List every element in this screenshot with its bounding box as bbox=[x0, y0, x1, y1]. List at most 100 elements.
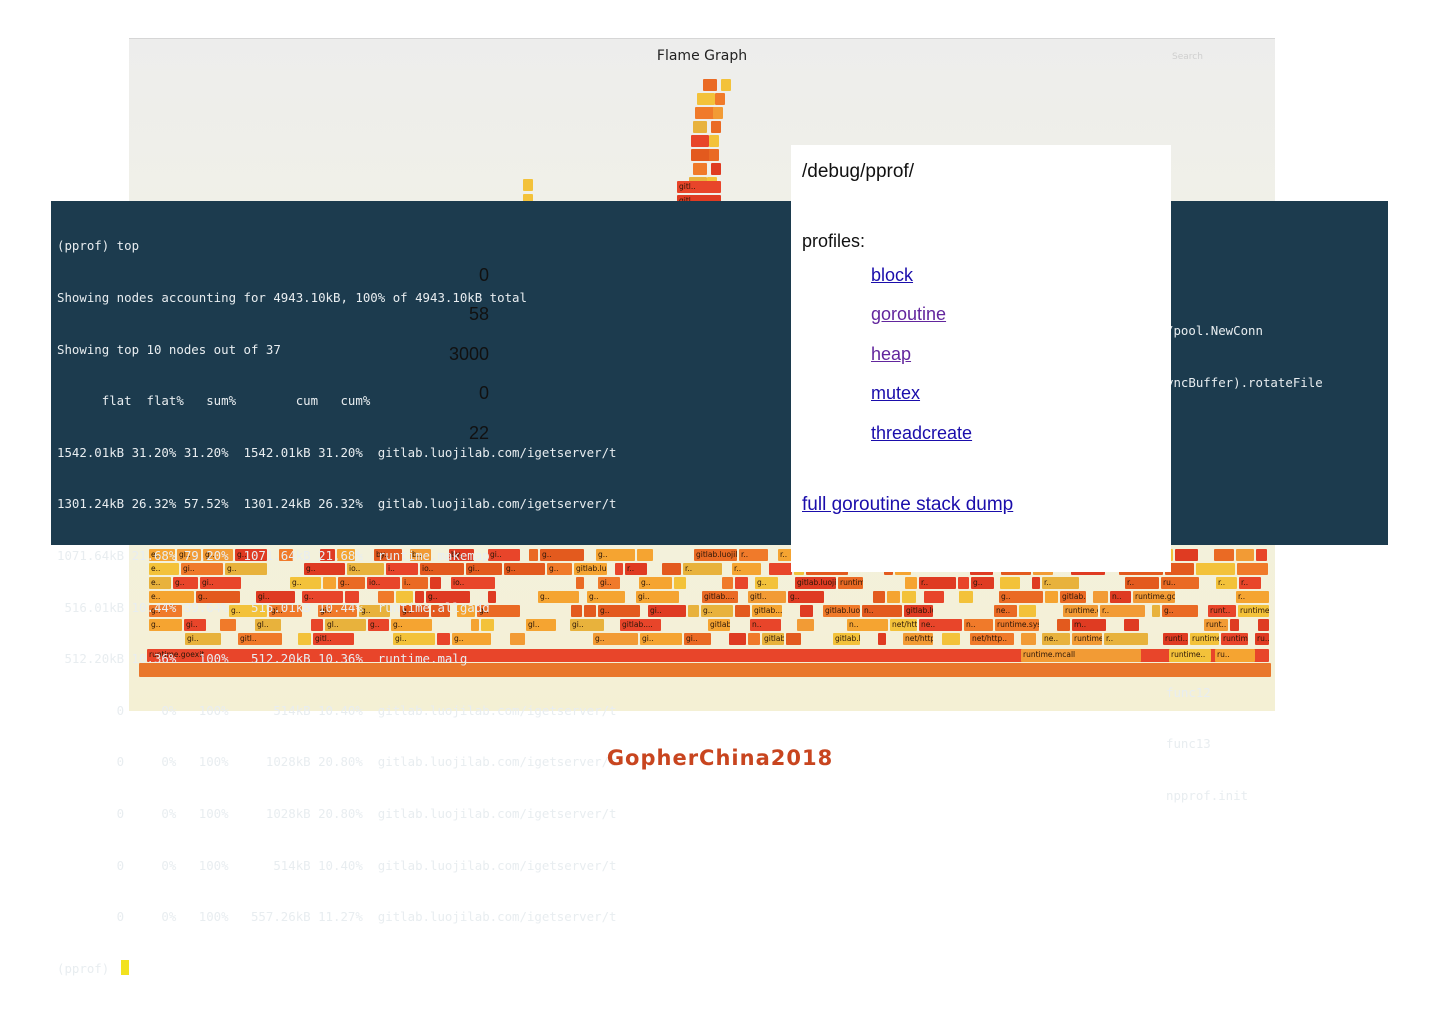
flame-frame[interactable] bbox=[797, 619, 814, 631]
flame-frame[interactable]: r.. bbox=[1042, 577, 1079, 589]
flame-frame[interactable]: g.. bbox=[587, 591, 625, 603]
flame-frame[interactable]: gitlab.luojil.. bbox=[1060, 591, 1086, 603]
flame-frame[interactable] bbox=[481, 619, 494, 631]
flame-frame[interactable]: g.. bbox=[225, 563, 267, 575]
flame-frame[interactable] bbox=[713, 107, 723, 119]
flame-frame[interactable]: g.. bbox=[639, 577, 672, 589]
flame-frame[interactable]: gi.. bbox=[488, 549, 520, 561]
flame-frame[interactable] bbox=[711, 121, 721, 133]
flame-frame[interactable]: gl.. bbox=[177, 549, 201, 561]
flame-frame[interactable] bbox=[430, 577, 441, 589]
flame-frame[interactable] bbox=[693, 121, 707, 133]
flame-frame[interactable]: e.. bbox=[149, 577, 171, 589]
flame-frame[interactable]: runtime.mcall bbox=[1021, 649, 1141, 662]
flame-frame[interactable]: gl.. bbox=[325, 619, 366, 631]
flame-frame[interactable]: io.. bbox=[367, 577, 400, 589]
flame-frame[interactable]: runtime.. bbox=[1238, 605, 1269, 617]
flame-frame[interactable]: io.. bbox=[420, 563, 464, 575]
flame-frame[interactable]: runti.. bbox=[1163, 633, 1188, 645]
flame-frame[interactable]: gitlab.luojil.. bbox=[694, 549, 737, 561]
flame-frame[interactable]: by.. bbox=[374, 549, 402, 561]
flame-frame[interactable]: g.. bbox=[701, 605, 733, 617]
flame-frame[interactable] bbox=[735, 605, 750, 617]
flame-frame[interactable]: ru.. bbox=[1161, 577, 1199, 589]
flame-frame[interactable] bbox=[1258, 619, 1269, 631]
flame-frame[interactable] bbox=[1175, 549, 1198, 561]
flame-frame[interactable] bbox=[431, 605, 450, 617]
flame-frame[interactable] bbox=[311, 619, 323, 631]
profile-link-heap[interactable]: heap bbox=[871, 344, 912, 364]
flame-frame[interactable]: runtime.gcD.. bbox=[1063, 605, 1098, 617]
flame-frame[interactable] bbox=[337, 549, 355, 561]
flame-frame[interactable]: io.. bbox=[347, 563, 384, 575]
flame-frame[interactable] bbox=[691, 149, 713, 161]
flame-frame[interactable]: i.. bbox=[386, 563, 418, 575]
flame-frame[interactable]: g.. bbox=[547, 563, 572, 575]
flame-frame[interactable] bbox=[769, 563, 792, 575]
flame-frame[interactable]: g.. bbox=[338, 577, 365, 589]
flame-frame[interactable] bbox=[693, 163, 707, 175]
flame-frame[interactable]: r.. bbox=[739, 549, 768, 561]
flame-frame[interactable] bbox=[1093, 591, 1108, 603]
flame-frame[interactable] bbox=[1236, 549, 1254, 561]
flame-frame[interactable]: gitlab.luo... bbox=[823, 605, 860, 617]
flame-frame[interactable] bbox=[378, 591, 394, 603]
flame-frame[interactable]: r.. bbox=[1216, 577, 1237, 589]
flame-frame[interactable] bbox=[1230, 619, 1239, 631]
flame-frame[interactable]: e.. bbox=[149, 591, 194, 603]
flame-frame[interactable]: runt.. bbox=[1204, 619, 1228, 631]
flame-frame[interactable] bbox=[396, 591, 413, 603]
flame-frame[interactable]: g.. bbox=[304, 563, 345, 575]
flame-frame[interactable]: g.. bbox=[368, 619, 389, 631]
flame-frame[interactable]: g.. bbox=[149, 605, 182, 617]
flame-frame[interactable]: g.. bbox=[538, 591, 579, 603]
flame-frame[interactable]: gi.. bbox=[684, 633, 711, 645]
flame-frame[interactable]: runtime.gcD.. bbox=[1133, 591, 1175, 603]
flame-frame[interactable]: r.. bbox=[683, 563, 722, 575]
flame-frame[interactable]: g.. bbox=[426, 591, 470, 603]
flame-frame[interactable] bbox=[1019, 605, 1036, 617]
flame-frame[interactable]: n.. bbox=[964, 619, 993, 631]
flame-frame[interactable] bbox=[637, 549, 653, 561]
flame-frame[interactable] bbox=[662, 563, 681, 575]
flame-frame[interactable]: gitlab.luojil.. bbox=[904, 605, 933, 617]
flame-frame[interactable] bbox=[298, 633, 311, 645]
flame-frame[interactable]: r.. bbox=[1125, 577, 1159, 589]
flame-frame[interactable] bbox=[942, 633, 960, 645]
flame-frame[interactable]: runtime.par.. bbox=[1190, 633, 1219, 645]
flame-frame[interactable] bbox=[1196, 563, 1235, 575]
flame-frame[interactable]: g.. bbox=[173, 577, 198, 589]
flame-frame[interactable]: gitlab.... bbox=[762, 633, 784, 645]
flame-frame[interactable] bbox=[1032, 577, 1040, 589]
flame-frame[interactable] bbox=[437, 633, 450, 645]
flame-frame[interactable]: g.. bbox=[596, 549, 635, 561]
flame-frame[interactable]: gi.. bbox=[466, 563, 502, 575]
flame-frame[interactable]: g.. bbox=[755, 577, 778, 589]
flame-frame[interactable]: gi.. bbox=[256, 591, 295, 603]
profile-link-goroutine[interactable]: goroutine bbox=[871, 304, 947, 324]
flame-frame[interactable]: r.. bbox=[732, 563, 761, 575]
flame-frame[interactable]: runtime.. bbox=[1221, 633, 1248, 645]
flame-frame[interactable] bbox=[1152, 605, 1160, 617]
flame-frame[interactable]: g.. bbox=[196, 591, 240, 603]
flame-frame[interactable]: runtime.system... bbox=[995, 619, 1039, 631]
flame-frame[interactable]: gitlab.... bbox=[620, 619, 661, 631]
flame-frame[interactable]: gitlab.luojil.. bbox=[574, 563, 607, 575]
flame-frame[interactable]: gi.. bbox=[640, 633, 682, 645]
flame-frame[interactable] bbox=[571, 605, 582, 617]
flame-frame[interactable] bbox=[748, 633, 760, 645]
flame-frame[interactable]: gitl.. bbox=[748, 591, 786, 603]
flame-frame[interactable] bbox=[1045, 591, 1058, 603]
flame-frame[interactable] bbox=[695, 107, 717, 119]
flame-frame[interactable]: g.. bbox=[593, 633, 638, 645]
flame-frame[interactable]: gi.. bbox=[269, 605, 302, 617]
flame-frame[interactable] bbox=[320, 549, 335, 561]
flame-frame[interactable]: b.. bbox=[410, 549, 431, 561]
flame-frame[interactable]: gitlab.luo... bbox=[708, 619, 730, 631]
flame-frame[interactable]: runtime.. bbox=[1169, 649, 1211, 662]
flame-frame[interactable] bbox=[873, 591, 885, 603]
flame-frame[interactable]: g.. bbox=[391, 619, 432, 631]
flame-frame[interactable]: ne.. bbox=[994, 605, 1017, 617]
flame-frame[interactable]: r.. bbox=[919, 577, 956, 589]
flame-frame[interactable] bbox=[709, 149, 719, 161]
